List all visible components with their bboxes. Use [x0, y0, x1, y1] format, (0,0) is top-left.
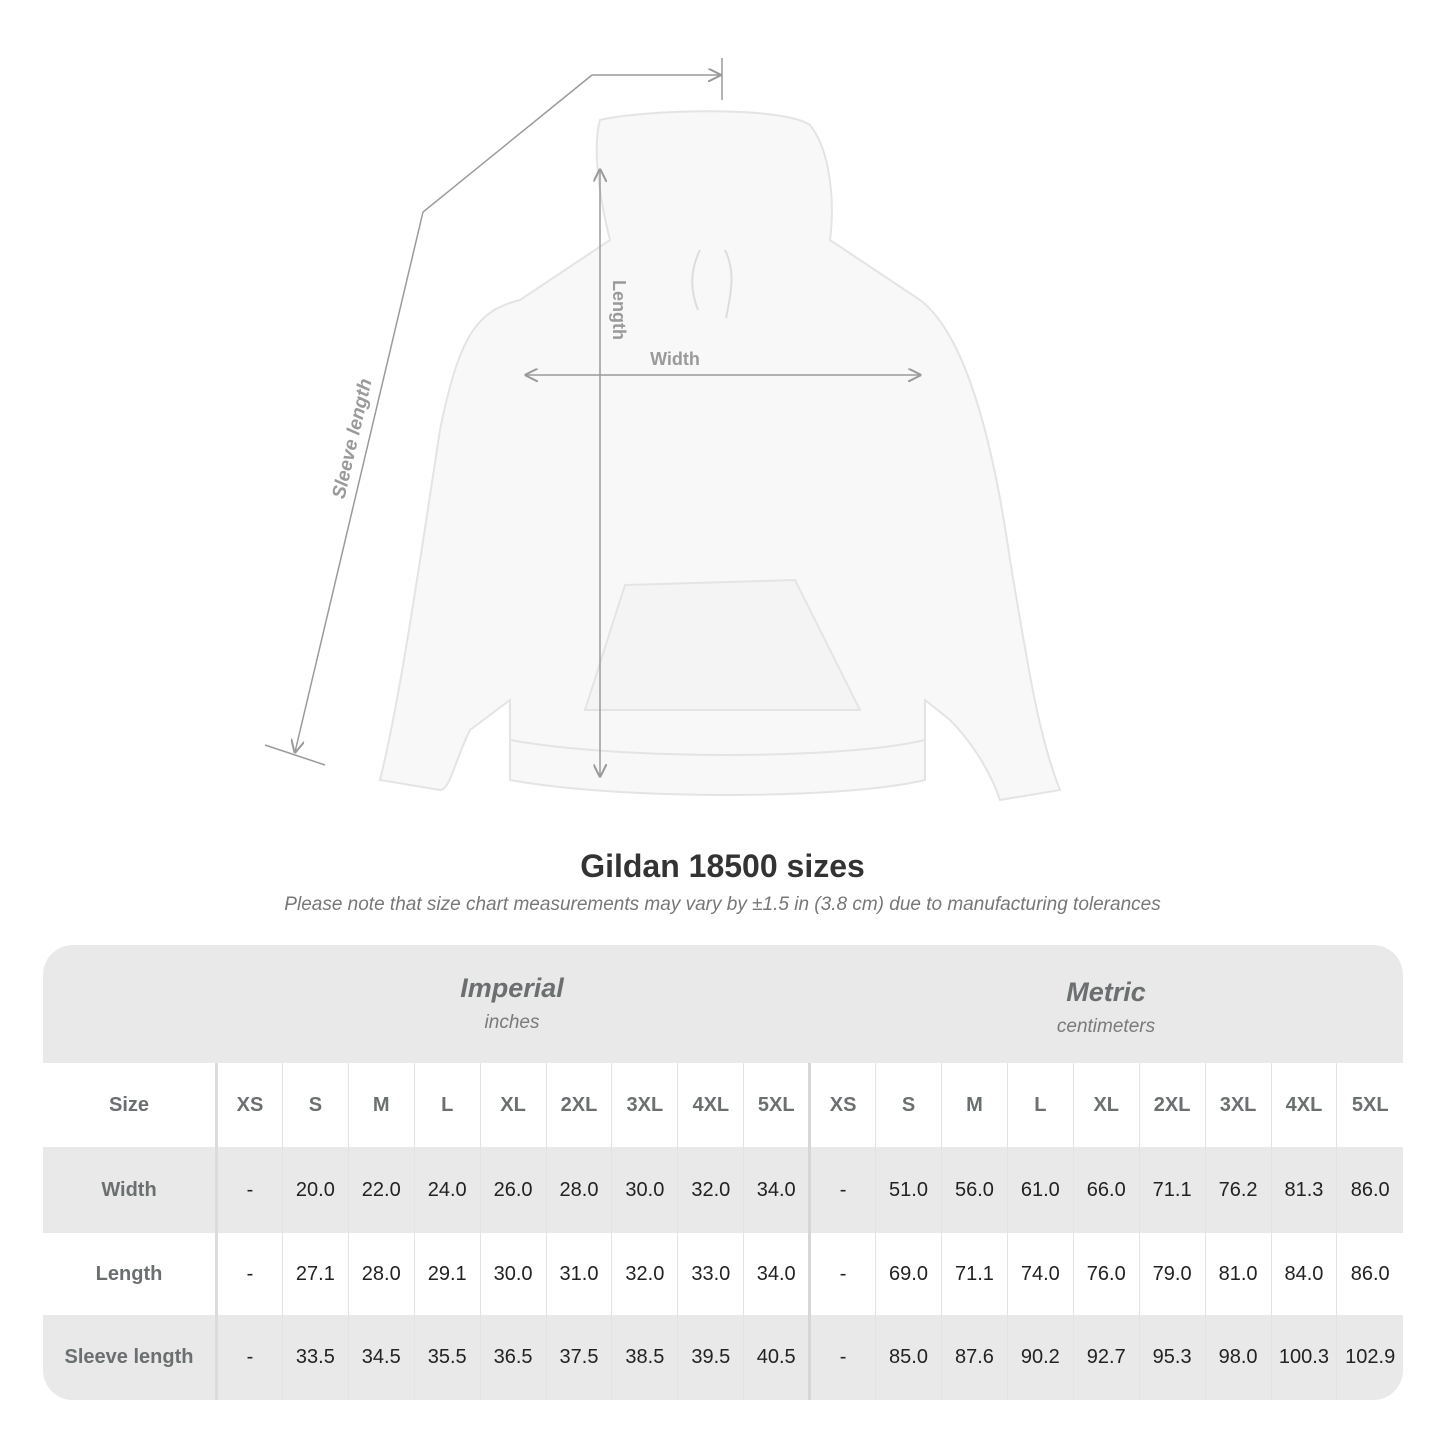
- imperial-cell: 29.1: [413, 1233, 481, 1315]
- imperial-cell: 28.0: [545, 1147, 612, 1233]
- metric-cell: 102.9: [1336, 1315, 1403, 1400]
- imperial-size-m: M: [347, 1063, 415, 1147]
- imperial-cell: 33.5: [281, 1315, 349, 1400]
- table-row: Sleeve length -33.5 34.5 35.5 36.5 37.5 38.5 39…: [43, 1315, 1403, 1400]
- metric-unit: centimeters: [1056, 1016, 1156, 1037]
- metric-cell: 92.7: [1072, 1315, 1140, 1400]
- metric-size-s: S: [875, 1063, 942, 1147]
- metric-cell: 74.0: [1006, 1233, 1074, 1315]
- row-label: Sleeve length: [43, 1315, 218, 1400]
- imperial-cell: 36.5: [479, 1315, 547, 1400]
- imperial-header: Imperial inches: [215, 945, 809, 1063]
- metric-cell: 81.0: [1204, 1233, 1271, 1315]
- imperial-cell: 26.0: [479, 1147, 547, 1233]
- metric-cell: 90.2: [1006, 1315, 1074, 1400]
- imperial-cell: 28.0: [347, 1233, 415, 1315]
- imperial-cell: 31.0: [545, 1233, 612, 1315]
- metric-cell: -: [808, 1147, 876, 1233]
- metric-cell: 51.0: [875, 1147, 942, 1233]
- metric-size-xl: XL: [1072, 1063, 1140, 1147]
- metric-size-m: M: [940, 1063, 1008, 1147]
- page-title: Gildan 18500 sizes: [580, 848, 865, 884]
- size-table: Imperial inches Metric centimeters Size X…: [43, 945, 1403, 1400]
- size-label: Size: [43, 1063, 218, 1147]
- metric-cell: 71.1: [1138, 1147, 1206, 1233]
- row-label: Width: [43, 1147, 218, 1233]
- metric-cell: 61.0: [1006, 1147, 1074, 1233]
- imperial-cell: 30.0: [479, 1233, 547, 1315]
- metric-cell: -: [808, 1233, 876, 1315]
- metric-cell: 76.2: [1204, 1147, 1271, 1233]
- imperial-unit: inches: [484, 1012, 540, 1033]
- metric-cell: 87.6: [940, 1315, 1008, 1400]
- metric-size-3xl: 3XL: [1204, 1063, 1271, 1147]
- metric-cell: 86.0: [1336, 1233, 1403, 1315]
- imperial-cell: 34.0: [743, 1147, 810, 1233]
- metric-cell: 84.0: [1270, 1233, 1337, 1315]
- imperial-size-2xl: 2XL: [545, 1063, 612, 1147]
- imperial-cell: 34.5: [347, 1315, 415, 1400]
- metric-cell: 69.0: [875, 1233, 942, 1315]
- metric-cell: 79.0: [1138, 1233, 1206, 1315]
- imperial-cell: -: [216, 1233, 283, 1315]
- imperial-cell: 40.5: [743, 1315, 810, 1400]
- imperial-size-4xl: 4XL: [677, 1063, 744, 1147]
- metric-cell: 66.0: [1072, 1147, 1140, 1233]
- imperial-title: Imperial: [460, 973, 564, 1003]
- imperial-cell: 34.0: [743, 1233, 810, 1315]
- hoodie-image: [378, 110, 1062, 802]
- sleeve-length-measure: [264, 58, 723, 766]
- imperial-size-l: L: [413, 1063, 481, 1147]
- metric-cell: 86.0: [1336, 1147, 1403, 1233]
- imperial-size-s: S: [281, 1063, 349, 1147]
- imperial-cell: 27.1: [281, 1233, 349, 1315]
- table-row: Length -27.1 28.0 29.1 30.0 31.0 32.0 33.0 34.0-…: [43, 1233, 1403, 1315]
- imperial-size-xl: XL: [479, 1063, 547, 1147]
- imperial-cell: 22.0: [347, 1147, 415, 1233]
- metric-size-l: L: [1006, 1063, 1074, 1147]
- metric-cell: 100.3: [1270, 1315, 1337, 1400]
- metric-size-5xl: 5XL: [1336, 1063, 1403, 1147]
- metric-cell: 81.3: [1270, 1147, 1337, 1233]
- metric-cell: 71.1: [940, 1233, 1008, 1315]
- imperial-cell: 33.0: [677, 1233, 744, 1315]
- size-header-row: Size XS S M L XL 2XL 3XL 4XL 5XL XS S M L XL 2XL 3XL 4XL 5…: [43, 1063, 1403, 1147]
- metric-cell: 85.0: [875, 1315, 942, 1400]
- imperial-cell: 35.5: [413, 1315, 481, 1400]
- metric-cell: -: [808, 1315, 876, 1400]
- imperial-cell: 39.5: [677, 1315, 744, 1400]
- imperial-size-5xl: 5XL: [743, 1063, 810, 1147]
- metric-cell: 98.0: [1204, 1315, 1271, 1400]
- table-row: Width -20.0 22.0 24.0 26.0 28.0 30.0 32.0 34.0-5…: [43, 1147, 1403, 1233]
- imperial-size-3xl: 3XL: [611, 1063, 678, 1147]
- metric-title: Metric: [1066, 977, 1146, 1007]
- tolerance-note: Please note that size chart measurements…: [284, 894, 1161, 915]
- imperial-cell: -: [216, 1315, 283, 1400]
- imperial-size-xs: XS: [216, 1063, 283, 1147]
- metric-size-xs: XS: [808, 1063, 876, 1147]
- metric-size-4xl: 4XL: [1270, 1063, 1337, 1147]
- imperial-cell: 24.0: [413, 1147, 481, 1233]
- metric-cell: 95.3: [1138, 1315, 1206, 1400]
- imperial-cell: -: [216, 1147, 283, 1233]
- size-grid: Size XS S M L XL 2XL 3XL 4XL 5XL XS S M L XL 2XL 3XL 4XL 5…: [43, 1063, 1403, 1400]
- imperial-cell: 32.0: [677, 1147, 744, 1233]
- imperial-cell: 30.0: [611, 1147, 678, 1233]
- row-label: Length: [43, 1233, 218, 1315]
- width-label: Width: [650, 349, 700, 369]
- hoodie-illustration: Sleeve length Length Width: [264, 58, 1062, 802]
- imperial-cell: 20.0: [281, 1147, 349, 1233]
- length-label: Length: [609, 280, 629, 340]
- metric-cell: 56.0: [940, 1147, 1008, 1233]
- imperial-cell: 37.5: [545, 1315, 612, 1400]
- metric-cell: 76.0: [1072, 1233, 1140, 1315]
- imperial-cell: 38.5: [611, 1315, 678, 1400]
- metric-size-2xl: 2XL: [1138, 1063, 1206, 1147]
- imperial-cell: 32.0: [611, 1233, 678, 1315]
- metric-header: Metric centimeters: [809, 945, 1403, 1063]
